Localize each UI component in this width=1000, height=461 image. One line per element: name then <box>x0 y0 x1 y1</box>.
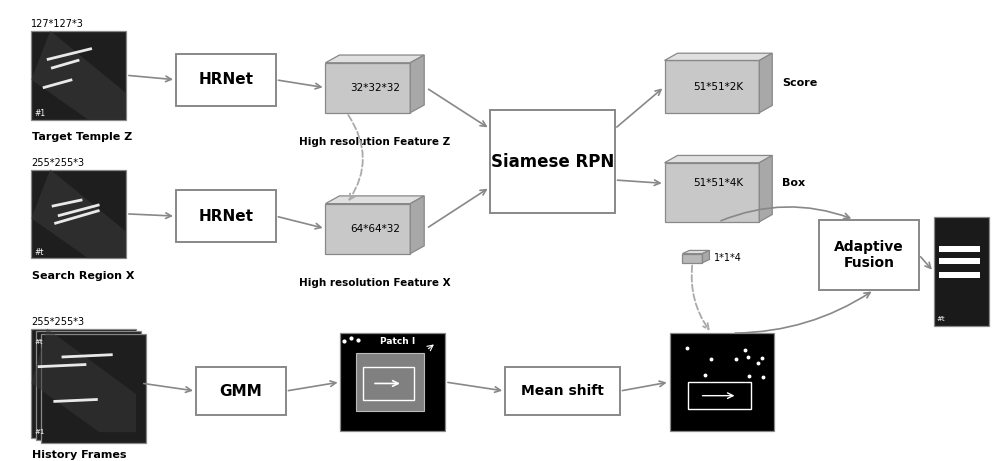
FancyBboxPatch shape <box>939 258 980 264</box>
Text: High resolution Feature Z: High resolution Feature Z <box>299 137 450 147</box>
Text: High resolution Feature X: High resolution Feature X <box>299 278 451 288</box>
Text: #t: #t <box>34 248 44 256</box>
Polygon shape <box>410 196 424 254</box>
FancyBboxPatch shape <box>176 190 276 242</box>
Polygon shape <box>665 163 759 222</box>
FancyBboxPatch shape <box>356 353 424 411</box>
Polygon shape <box>31 31 126 119</box>
Polygon shape <box>759 155 772 222</box>
Polygon shape <box>410 55 424 113</box>
Polygon shape <box>325 196 424 204</box>
FancyBboxPatch shape <box>31 329 136 437</box>
Text: 32*32*32: 32*32*32 <box>350 83 400 93</box>
Text: Box: Box <box>782 178 805 189</box>
Text: 51*51*2K: 51*51*2K <box>693 82 743 92</box>
Polygon shape <box>665 53 772 60</box>
Text: Score: Score <box>782 78 817 88</box>
FancyBboxPatch shape <box>176 53 276 106</box>
FancyBboxPatch shape <box>505 367 620 415</box>
Text: #t: #t <box>34 339 43 345</box>
FancyBboxPatch shape <box>31 31 126 119</box>
Polygon shape <box>325 55 424 63</box>
Text: Mean shift: Mean shift <box>521 384 604 398</box>
Text: 255*255*3: 255*255*3 <box>31 158 84 168</box>
Polygon shape <box>31 170 126 258</box>
Polygon shape <box>682 254 702 263</box>
Polygon shape <box>325 204 410 254</box>
FancyBboxPatch shape <box>670 333 774 431</box>
Text: Target Temple Z: Target Temple Z <box>32 132 133 142</box>
FancyBboxPatch shape <box>36 331 141 440</box>
FancyBboxPatch shape <box>939 272 980 278</box>
Text: Patch I: Patch I <box>380 337 415 347</box>
Text: 51*51*4K: 51*51*4K <box>693 178 743 189</box>
FancyBboxPatch shape <box>196 367 286 415</box>
Polygon shape <box>702 250 709 263</box>
Text: #1: #1 <box>34 109 45 118</box>
FancyBboxPatch shape <box>31 170 126 258</box>
Text: Adaptive
Fusion: Adaptive Fusion <box>834 240 904 270</box>
Text: 1*1*4: 1*1*4 <box>714 253 742 263</box>
Polygon shape <box>665 60 759 113</box>
Polygon shape <box>682 250 709 254</box>
Text: Siamese RPN: Siamese RPN <box>491 153 614 171</box>
FancyBboxPatch shape <box>819 219 919 290</box>
FancyBboxPatch shape <box>340 333 445 431</box>
Text: #1: #1 <box>34 429 45 435</box>
Polygon shape <box>325 63 410 113</box>
Polygon shape <box>665 155 772 163</box>
Text: 127*127*3: 127*127*3 <box>31 19 84 30</box>
Text: 255*255*3: 255*255*3 <box>31 317 84 327</box>
FancyBboxPatch shape <box>939 246 980 252</box>
Text: 64*64*32: 64*64*32 <box>350 224 400 234</box>
Text: GMM: GMM <box>219 384 262 399</box>
Text: HRNet: HRNet <box>198 209 253 224</box>
FancyBboxPatch shape <box>41 334 146 443</box>
Text: Search Region X: Search Region X <box>32 271 135 281</box>
Polygon shape <box>31 329 136 432</box>
FancyBboxPatch shape <box>934 217 989 326</box>
FancyBboxPatch shape <box>490 111 615 213</box>
Text: History Frames: History Frames <box>32 450 127 460</box>
Text: #t: #t <box>937 316 945 322</box>
Polygon shape <box>759 53 772 113</box>
Text: HRNet: HRNet <box>198 72 253 87</box>
